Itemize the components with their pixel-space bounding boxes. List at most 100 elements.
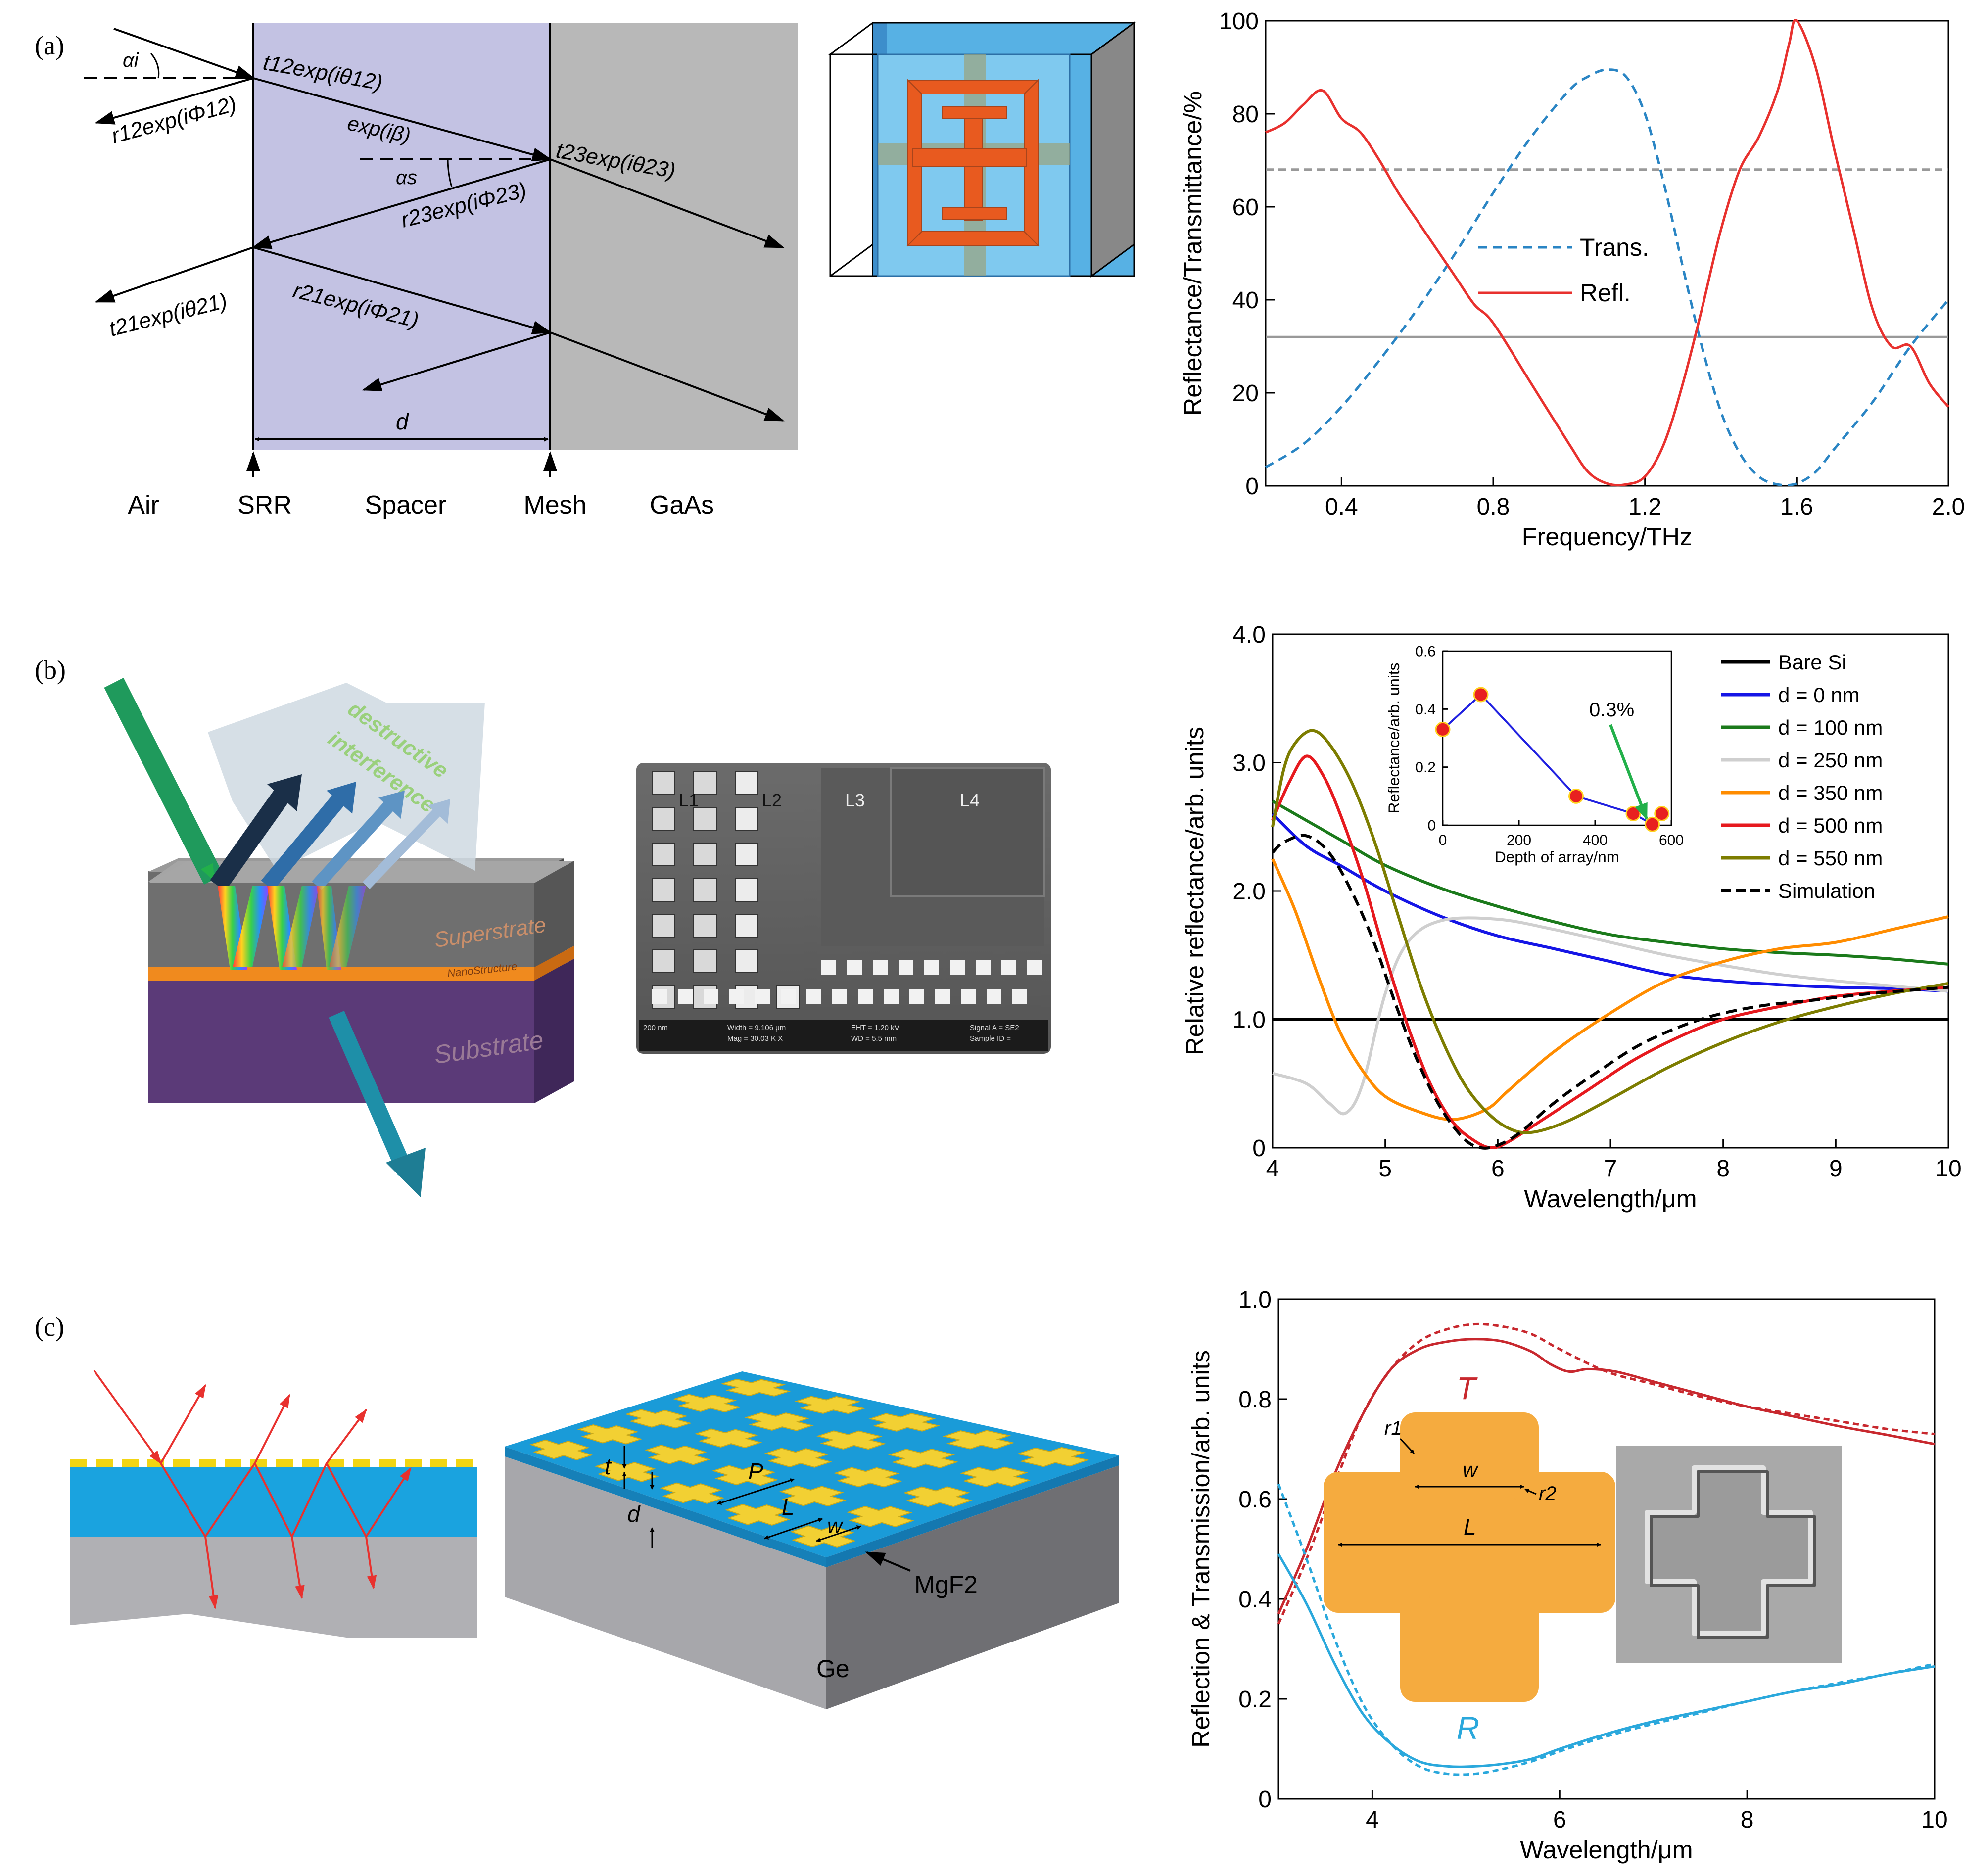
- ray-t12: [253, 77, 552, 162]
- zigzag-4: [282, 886, 319, 967]
- gold-cross: [764, 1448, 833, 1468]
- gold-cross: [1016, 1447, 1089, 1467]
- sem-square: [652, 807, 675, 831]
- sem-square: [832, 989, 847, 1004]
- slab-d: d: [627, 1501, 641, 1527]
- inset-L: L: [1464, 1514, 1476, 1540]
- y-tick-label: 0.2: [1238, 1687, 1272, 1713]
- x-axis-label: Wavelength/μm: [1520, 1835, 1693, 1864]
- gold-cross: [833, 1467, 902, 1488]
- inset-point: [1654, 806, 1670, 822]
- sem-square: [935, 989, 950, 1004]
- series-d500nm: [1271, 754, 1949, 1150]
- x-axis-label: Depth of array/nm: [1495, 848, 1619, 866]
- zigzag-6: [329, 886, 366, 967]
- label-T: T: [1457, 1370, 1478, 1406]
- x-tick-label: 7: [1604, 1156, 1617, 1182]
- gold-cross: [577, 1424, 643, 1445]
- alpha-i: αi: [123, 49, 139, 71]
- sem-cross-inset: [1616, 1446, 1842, 1663]
- sem-square: [652, 771, 675, 795]
- sem-square: [678, 989, 693, 1004]
- y-axis-label: Reflection & Transmission/arb. units: [1186, 1350, 1215, 1748]
- sem-square: [899, 960, 913, 975]
- cross-section-rays: [93, 1369, 412, 1609]
- panel-b: (b): [35, 655, 1051, 1197]
- sem-image: L1 L2 L3 L4 200 nm Width = 9.106 μm EHT …: [636, 763, 1051, 1054]
- sem-square: [693, 807, 717, 831]
- reflected-arrow-2: [261, 791, 348, 891]
- reflected-arrow-1: [210, 786, 292, 891]
- inset-annotation: 0.3%: [1589, 699, 1634, 721]
- mgf2-arrow: [865, 1551, 911, 1572]
- gold-cross: [625, 1409, 692, 1429]
- sem-square: [924, 960, 939, 975]
- chart-b-inset: 0 200 400 600 0 0.2 0.4 0.6 Depth of array/nm Ref…: [1385, 644, 1684, 866]
- x-tick-label: 1.6: [1780, 494, 1813, 520]
- sem-square: [652, 878, 675, 902]
- legend-label: d = 500 nm: [1778, 814, 1883, 837]
- legend-label: d = 0 nm: [1778, 683, 1860, 706]
- sem-square: [1001, 960, 1016, 975]
- inset-point: [1435, 721, 1451, 737]
- label-t21: t21exp(iθ21): [107, 288, 230, 341]
- sem-square: [693, 878, 717, 902]
- y-tick-label: 0: [1252, 1135, 1266, 1162]
- ray-r21-reflect: [362, 331, 551, 391]
- sem-footer-4: Signal A = SE2: [970, 1024, 1019, 1032]
- y-tick-label: 2.0: [1232, 879, 1266, 905]
- series-d0nm: [1271, 813, 1949, 993]
- sem-square: [729, 989, 744, 1004]
- legend-label: Refl.: [1580, 279, 1631, 307]
- block-nano-front: [148, 967, 534, 981]
- gold-cross: [594, 1461, 659, 1482]
- y-tick-label: 1.0: [1238, 1287, 1272, 1313]
- gold-cross: [816, 1430, 887, 1450]
- gold-cross: [903, 1486, 973, 1507]
- y-tick-label: 0.2: [1415, 759, 1436, 776]
- chart-a: 0.4 0.8 1.2 1.6 2.0 0 20 40 60 80 100 Frequency/THz…: [1179, 8, 1965, 551]
- sem-square: [693, 949, 717, 973]
- sem-footer-6: WD = 5.5 mm: [851, 1034, 897, 1043]
- ray-incident: [113, 28, 255, 79]
- sem-label-l1: L1: [679, 790, 699, 810]
- x-tick-label: 1.2: [1628, 494, 1661, 520]
- sem-square: [873, 960, 888, 975]
- x-tick-label: 6: [1491, 1156, 1505, 1182]
- gold-cross: [644, 1445, 710, 1465]
- inset-bg: [1411, 649, 1678, 827]
- gold-cross: [794, 1396, 866, 1414]
- x-tick-label: 600: [1659, 832, 1684, 848]
- block-superstrate-side: [534, 861, 574, 967]
- layer-mesh: Mesh: [523, 491, 586, 519]
- slab-3d: t d P L w MgF2 Ge: [505, 1371, 1119, 1709]
- ray-t23: [550, 158, 785, 248]
- legend-label: Simulation: [1778, 879, 1875, 902]
- transmitted-arrow-head: [386, 1148, 426, 1197]
- slab-w-arrow: [816, 1525, 861, 1542]
- sem-square: [693, 914, 717, 938]
- chart-b: 4 5 6 7 8 9 10 0 1.0 2.0 3.0 4.0 Wavelength/μm Relati…: [1181, 622, 1962, 1213]
- slab-w: w: [827, 1514, 844, 1537]
- gaas-layer: [550, 23, 798, 450]
- sem-label-l2: L2: [762, 790, 782, 810]
- series-rsimulated: [1277, 1483, 1935, 1776]
- sem-square: [735, 843, 758, 866]
- layer-gaas: GaAs: [650, 491, 714, 519]
- reflected-arrow-3: [312, 799, 396, 890]
- sem-square: [821, 960, 836, 975]
- plot-frame: [1442, 650, 1672, 826]
- sem-square: [781, 989, 796, 1004]
- gold-cross: [694, 1428, 762, 1449]
- angle-arc-i: [150, 52, 160, 79]
- y-tick-label: 0.4: [1415, 702, 1436, 718]
- ray-r21: [253, 246, 552, 334]
- sem-square: [847, 960, 862, 975]
- legend-label: Bare Si: [1778, 651, 1846, 674]
- y-tick-label: 100: [1219, 8, 1259, 35]
- panel-label-c: (c): [35, 1312, 64, 1342]
- chart-c: 4 6 8 10 0 0.2 0.4 0.6 0.8 1.0 Wavelength/μm Reflec…: [1186, 1287, 1948, 1864]
- series-d100nm: [1272, 799, 1949, 966]
- x-tick-label: 8: [1741, 1807, 1754, 1833]
